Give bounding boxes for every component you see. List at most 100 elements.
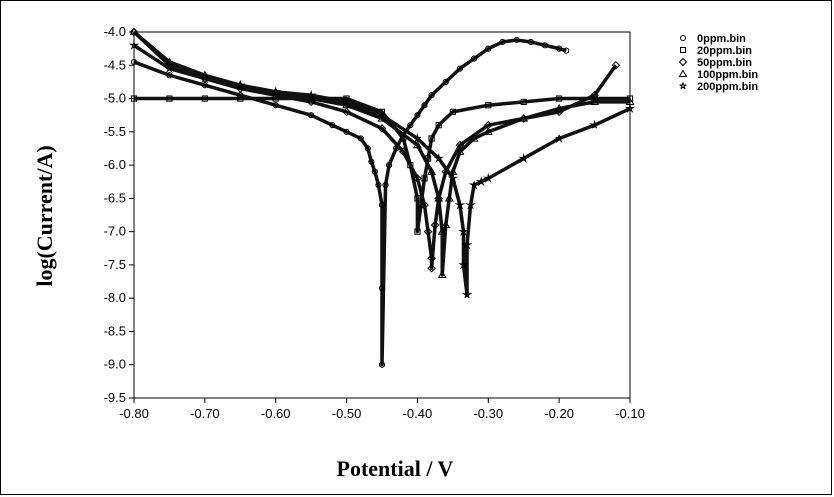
- data-point: [555, 134, 563, 144]
- data-point: [270, 86, 282, 97]
- data-point: [437, 227, 447, 235]
- data-point: [201, 95, 208, 102]
- data-point: [461, 289, 473, 299]
- data-point: [482, 172, 494, 183]
- data-point: [305, 89, 317, 100]
- data-point: [378, 201, 386, 209]
- data-point: [611, 60, 621, 70]
- data-point: [421, 102, 428, 109]
- legend-marker: [678, 69, 688, 77]
- data-point: [427, 253, 436, 263]
- data-point: [378, 285, 386, 292]
- series-200ppm.bin: [128, 39, 636, 299]
- series-layer: [128, 27, 636, 368]
- y-tick-label: -4.0: [104, 24, 126, 39]
- data-point: [414, 195, 421, 202]
- legend-label: 0ppm.bin: [697, 33, 746, 45]
- data-point: [471, 55, 478, 62]
- data-point: [465, 199, 476, 210]
- x-tick-label: -0.50: [332, 406, 362, 421]
- data-point: [128, 39, 140, 50]
- data-point: [234, 79, 246, 90]
- data-point: [434, 193, 444, 202]
- data-point: [329, 122, 336, 129]
- y-tick-label: -5.5: [104, 124, 126, 139]
- legend: 0ppm.bin20ppm.bin50ppm.bin100ppm.bin200p…: [678, 33, 758, 93]
- data-point: [468, 181, 480, 190]
- data-point: [441, 220, 451, 229]
- data-point: [458, 226, 469, 237]
- data-point: [458, 259, 469, 270]
- legend-marker: [680, 47, 686, 53]
- data-point: [485, 45, 492, 52]
- legend-label: 200ppm.bin: [697, 81, 758, 93]
- legend-marker: [679, 82, 687, 90]
- data-point: [414, 228, 421, 235]
- data-point: [427, 167, 437, 175]
- data-point: [437, 270, 447, 278]
- data-point: [201, 74, 209, 84]
- legend-label: 20ppm.bin: [697, 45, 752, 57]
- y-axis-ticks: -4.0 -4.5 -5.0 -5.5 -6.0 -6.5 -7.0 -7.5 -8.0 -8.5…: [104, 24, 134, 405]
- legend-marker: [678, 57, 688, 67]
- series-50ppm.bin: [129, 27, 621, 273]
- data-point: [377, 124, 387, 133]
- data-point: [499, 38, 506, 46]
- data-point: [357, 135, 364, 142]
- data-point: [130, 95, 138, 102]
- y-tick-label: -6.0: [104, 157, 126, 172]
- data-point: [343, 128, 350, 135]
- x-tick-label: -0.40: [403, 406, 433, 421]
- data-point: [428, 135, 435, 142]
- x-axis-ticks: -0.80 -0.70 -0.60 -0.50 -0.40 -0.30 -0.20 -0.10: [119, 398, 645, 421]
- data-point: [433, 152, 445, 163]
- data-point: [455, 147, 465, 155]
- x-tick-label: -0.30: [473, 406, 503, 421]
- data-point: [454, 199, 466, 210]
- data-point: [364, 145, 371, 152]
- data-point: [164, 63, 175, 74]
- data-point: [413, 132, 422, 144]
- data-point: [412, 140, 422, 149]
- data-point: [469, 133, 479, 142]
- data-point: [378, 361, 386, 368]
- data-point: [513, 36, 520, 44]
- data-point: [428, 92, 435, 99]
- legend-label: 100ppm.bin: [697, 69, 758, 81]
- data-point: [556, 95, 563, 102]
- data-point: [414, 112, 421, 119]
- data-point: [130, 58, 138, 66]
- data-point: [556, 45, 563, 52]
- data-point: [342, 107, 351, 117]
- data-point: [308, 112, 315, 119]
- data-point: [456, 65, 464, 72]
- data-point: [589, 119, 600, 129]
- data-point: [430, 220, 440, 230]
- x-axis-title: Potential / V: [337, 456, 454, 481]
- data-point: [342, 96, 351, 107]
- data-point: [554, 103, 564, 112]
- y-axis-title: log(Current/A): [32, 145, 57, 286]
- data-point: [527, 38, 534, 46]
- data-point: [442, 78, 449, 86]
- data-point: [624, 102, 636, 114]
- data-point: [413, 174, 422, 183]
- series-line: [134, 96, 630, 234]
- y-tick-label: -9.5: [104, 390, 126, 405]
- legend-marker: [680, 35, 686, 41]
- data-point: [444, 193, 454, 202]
- data-point: [427, 263, 436, 273]
- y-tick-label: -6.5: [104, 190, 126, 205]
- data-point: [407, 122, 414, 129]
- data-point: [590, 97, 600, 105]
- data-point: [461, 239, 473, 250]
- y-tick-label: -4.5: [104, 57, 126, 72]
- x-tick-label: -0.60: [261, 406, 291, 421]
- data-point: [563, 47, 570, 54]
- y-tick-label: -7.0: [104, 224, 126, 239]
- data-point: [449, 108, 456, 115]
- series-0ppm.bin: [130, 36, 570, 368]
- y-tick-label: -5.0: [104, 91, 126, 106]
